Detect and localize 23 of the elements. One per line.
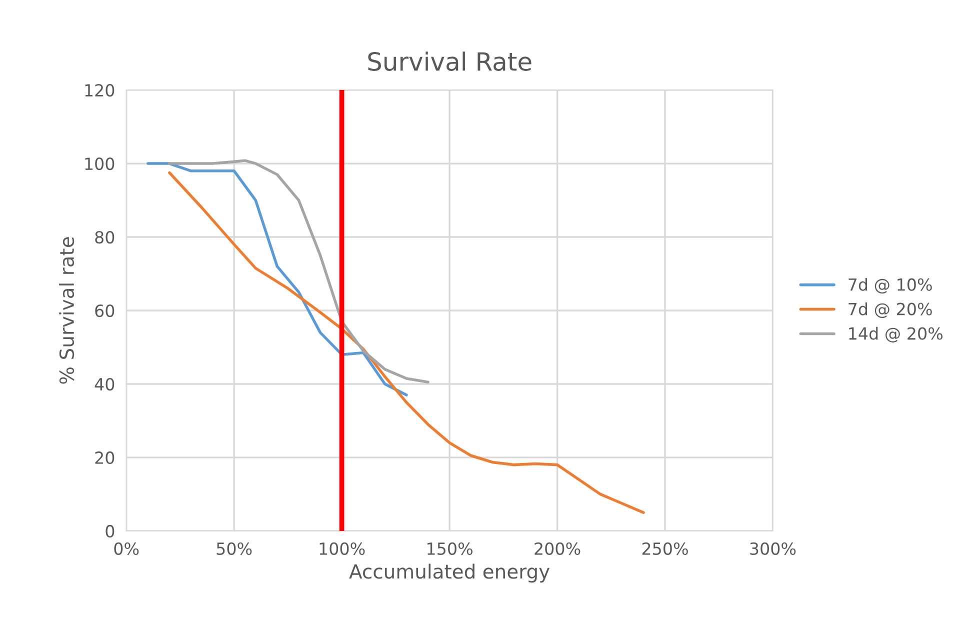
legend-label: 7d @ 10% — [848, 278, 932, 294]
x-tick-label: 100% — [320, 542, 365, 555]
y-tick-label: 60 — [95, 304, 114, 318]
x-tick-label: 250% — [642, 542, 688, 555]
y-tick-label: 120 — [85, 84, 114, 97]
line-series — [146, 162, 408, 396]
y-tick-label: 80 — [95, 230, 114, 244]
x-tick-label: 50% — [216, 542, 252, 555]
y-tick-label: 40 — [94, 378, 114, 391]
y-tick-label: 20 — [95, 451, 114, 464]
x-axis-title: Accumulated energy — [349, 564, 550, 583]
legend-label: 7d @ 20% — [848, 302, 932, 318]
y-axis-title: % Survival rate — [59, 237, 74, 384]
chart-title: Survival Rate — [368, 52, 532, 71]
line-series — [168, 159, 430, 384]
x-tick-label: 150% — [428, 542, 472, 555]
x-tick-label: 200% — [534, 542, 580, 555]
y-tick-label: 100 — [85, 157, 114, 170]
x-tick-label: 0% — [114, 542, 139, 555]
x-tick-label: 300% — [750, 542, 796, 555]
legend-label: 14d @ 20% — [849, 326, 943, 342]
line-series — [168, 171, 645, 514]
y-tick-label: 0 — [106, 524, 114, 538]
